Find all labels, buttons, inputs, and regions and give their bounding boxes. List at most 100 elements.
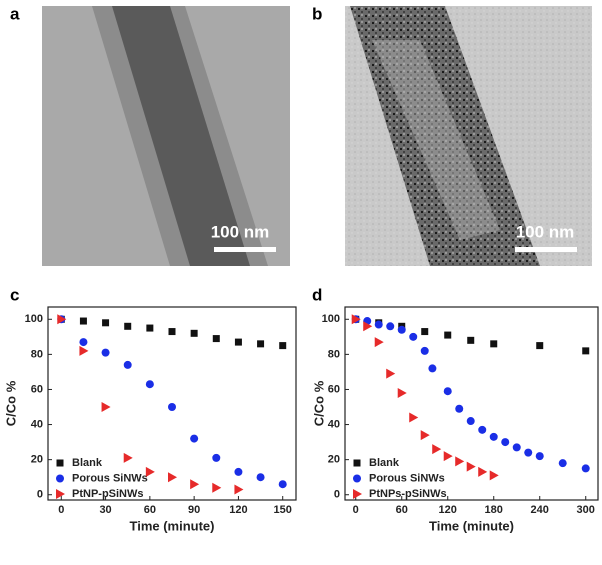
marker-triangle <box>443 451 453 462</box>
marker-square <box>490 340 498 348</box>
x-tick-label: 60 <box>396 504 408 516</box>
x-tick-label: 60 <box>144 504 156 516</box>
plot-frame <box>47 306 297 501</box>
marker-square <box>234 338 242 346</box>
marker-circle <box>409 332 418 341</box>
marker-triangle <box>145 466 155 477</box>
marker-triangle <box>478 466 488 477</box>
y-tick-label: 40 <box>31 418 43 430</box>
marker-circle <box>123 360 132 369</box>
y-axis-label: C/Co % <box>311 380 326 426</box>
x-tick-label: 300 <box>577 504 595 516</box>
marker-circle <box>524 448 533 457</box>
legend-label: Blank <box>369 457 400 469</box>
marker-circle <box>101 348 110 357</box>
y-tick-label: 100 <box>25 313 43 325</box>
marker-square <box>190 329 198 337</box>
legend-label: Porous SiNWs <box>369 472 445 484</box>
marker-circle <box>212 453 221 462</box>
marker-triangle <box>455 456 465 467</box>
x-tick-label: 120 <box>229 504 247 516</box>
panel-label: b <box>312 4 322 23</box>
y-tick-label: 60 <box>31 383 43 395</box>
marker-square <box>536 342 544 350</box>
marker-circle <box>278 480 287 489</box>
marker-triangle <box>101 402 111 413</box>
marker-triangle <box>374 337 384 348</box>
y-tick-label: 40 <box>328 418 340 430</box>
marker-square <box>582 347 590 355</box>
marker-square <box>56 459 64 467</box>
marker-circle <box>501 438 510 447</box>
marker-square <box>102 319 110 327</box>
marker-triangle <box>353 489 362 499</box>
marker-triangle <box>397 387 407 398</box>
marker-triangle <box>351 314 361 325</box>
marker-square <box>79 317 87 325</box>
y-tick-label: 0 <box>37 489 43 501</box>
marker-circle <box>455 404 464 413</box>
marker-circle <box>428 364 437 373</box>
marker-square <box>168 328 176 336</box>
x-tick-label: 0 <box>353 504 359 516</box>
marker-circle <box>489 432 498 441</box>
panel-label: d <box>312 285 322 304</box>
legend-label: Porous SiNWs <box>72 472 148 484</box>
marker-circle <box>145 380 154 389</box>
scale-bar-label: 100 nm <box>516 222 575 241</box>
marker-triangle <box>56 489 65 499</box>
marker-triangle <box>432 444 442 455</box>
x-axis-label: Time (minute) <box>429 518 514 533</box>
marker-circle <box>443 387 452 396</box>
panel-label: a <box>10 4 20 23</box>
marker-triangle <box>363 321 373 332</box>
marker-circle <box>397 325 406 334</box>
legend-label: Blank <box>72 457 103 469</box>
legend-label: PtNPs-pSiNWs <box>369 488 447 500</box>
marker-square <box>444 331 452 339</box>
tem-image-a <box>42 6 290 266</box>
x-tick-label: 0 <box>58 504 64 516</box>
x-tick-label: 240 <box>531 504 549 516</box>
marker-triangle <box>123 452 133 463</box>
marker-square <box>212 335 220 343</box>
y-tick-label: 20 <box>328 454 340 466</box>
x-tick-label: 90 <box>188 504 200 516</box>
marker-square <box>421 328 429 336</box>
marker-circle <box>234 467 243 476</box>
marker-circle <box>56 474 64 483</box>
x-axis-label: Time (minute) <box>130 518 215 533</box>
marker-triangle <box>409 412 419 423</box>
marker-triangle <box>79 345 89 356</box>
marker-triangle <box>466 461 476 472</box>
marker-circle <box>558 459 567 468</box>
marker-square <box>124 322 132 330</box>
y-tick-label: 80 <box>31 348 43 360</box>
marker-triangle <box>168 472 177 483</box>
y-tick-label: 60 <box>328 383 340 395</box>
plot-frame <box>344 306 599 501</box>
marker-circle <box>512 443 521 452</box>
marker-triangle <box>190 479 200 490</box>
marker-circle <box>353 474 361 483</box>
marker-circle <box>420 346 429 355</box>
x-tick-label: 180 <box>485 504 503 516</box>
panel-label: c <box>10 285 19 304</box>
marker-circle <box>256 473 265 482</box>
tem-image-b <box>345 6 592 266</box>
marker-circle <box>374 320 383 329</box>
marker-triangle <box>212 482 222 493</box>
marker-square <box>353 459 361 467</box>
marker-triangle <box>489 470 499 481</box>
marker-circle <box>168 403 176 412</box>
x-tick-label: 150 <box>274 504 292 516</box>
x-tick-label: 30 <box>99 504 111 516</box>
y-tick-label: 20 <box>31 454 43 466</box>
marker-circle <box>478 425 487 434</box>
marker-circle <box>190 434 199 443</box>
marker-square <box>467 336 475 344</box>
marker-square <box>279 342 287 350</box>
marker-square <box>257 340 265 348</box>
x-tick-label: 120 <box>439 504 457 516</box>
